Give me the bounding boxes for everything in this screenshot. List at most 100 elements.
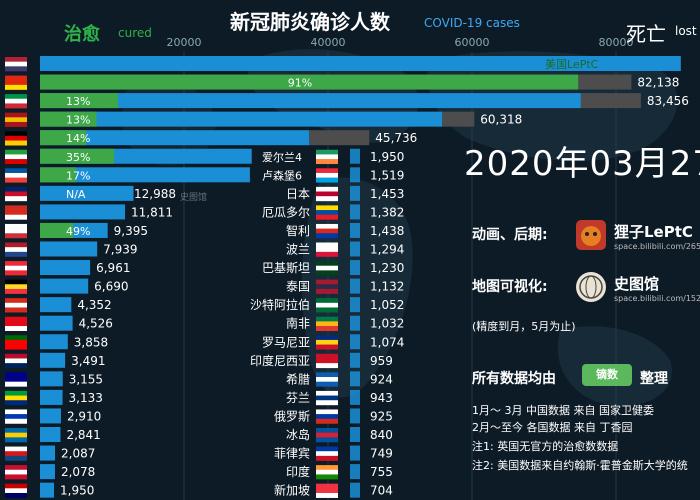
value-label: 2,087 — [61, 447, 95, 461]
country-name: 智利 — [286, 223, 310, 238]
flag-th-icon — [316, 279, 338, 294]
side-value-label: 924 — [370, 372, 393, 386]
inline-label: 爱尔兰4 — [262, 151, 302, 164]
flag-in-icon — [316, 465, 338, 480]
note-line-3: 注1: 英国无官方的治愈数数据 — [472, 440, 619, 453]
bar-cured — [40, 111, 97, 127]
watermark: 史图馆 — [180, 191, 207, 203]
side-value-label: 1,052 — [370, 298, 404, 312]
animation-author: 狸子LePtC — [614, 223, 693, 241]
flag-gr-icon — [316, 372, 338, 387]
flag-pl-icon — [316, 242, 338, 257]
bar-confirmed — [40, 278, 89, 294]
side-bar — [350, 167, 360, 183]
country-name: 希腊 — [286, 371, 310, 386]
side-bar — [350, 204, 360, 220]
bar-confirmed — [40, 93, 581, 109]
flag-id-icon — [316, 353, 338, 369]
flag-lu-icon — [316, 168, 338, 183]
flag-cn-icon — [5, 75, 27, 90]
side-value-label: 1,382 — [370, 205, 404, 219]
flag-sa-icon — [316, 298, 338, 313]
inline-label: 美国LePtC — [545, 58, 599, 71]
side-value-label: 959 — [370, 354, 393, 368]
bar-dead — [580, 93, 641, 109]
side-value-label: 1,294 — [370, 243, 404, 257]
bar-confirmed — [40, 204, 126, 220]
side-value-label: 1,453 — [370, 187, 404, 201]
value-label: 12,988 — [134, 187, 176, 201]
flag-gb-icon — [5, 186, 27, 202]
country-name: 菲律宾 — [274, 446, 310, 461]
chart-subtitle: COVID-19 cases — [424, 16, 520, 30]
flag-ro-icon — [316, 335, 338, 350]
flag-at-icon — [5, 261, 27, 276]
country-name: 厄瓜多尔 — [262, 204, 310, 219]
side-value-label: 840 — [370, 428, 393, 442]
flag-ru-icon — [316, 409, 338, 424]
cured-label-en: cured — [118, 26, 152, 40]
death-label-en: lost — [675, 24, 697, 38]
flag-tr-icon — [5, 316, 27, 331]
data-source-brand: 镝数 — [596, 368, 618, 381]
side-bar — [350, 482, 360, 498]
bar-confirmed — [40, 111, 443, 127]
country-name: 芬兰 — [286, 391, 310, 405]
author-avatar — [576, 220, 606, 250]
country-name: 新加坡 — [274, 483, 310, 498]
cured-pct-label: 13% — [66, 114, 90, 127]
value-label: 2,078 — [61, 465, 95, 479]
flag-is-icon — [316, 428, 338, 443]
cured-label: 治愈 — [64, 24, 100, 45]
side-bar — [350, 371, 360, 387]
flag-us-icon — [5, 57, 27, 72]
flag-jp-icon — [316, 186, 338, 202]
country-name: 印度 — [286, 464, 310, 479]
side-value-label: 1,132 — [370, 280, 404, 294]
map-author-avatar — [576, 272, 606, 302]
side-bar — [350, 334, 360, 350]
bar-confirmed — [40, 482, 55, 498]
flag-ec-icon — [316, 205, 338, 220]
bar-cured — [40, 167, 76, 183]
side-value-label: 1,438 — [370, 224, 404, 238]
inline-label: 卢森堡6 — [262, 168, 302, 182]
bar-cured — [40, 74, 579, 90]
x-tick-label: 20000 — [167, 36, 202, 49]
flag-my-icon — [5, 483, 27, 498]
side-value-label: 1,032 — [370, 317, 404, 331]
value-label: 4,526 — [79, 317, 113, 331]
flag-sg-icon — [316, 483, 338, 498]
country-name: 沙特阿拉伯 — [250, 297, 310, 312]
flag-pk-icon — [316, 261, 338, 276]
flag-fr-icon — [5, 168, 27, 183]
value-label: 1,950 — [60, 484, 94, 498]
cured-pct-label: 91% — [288, 77, 312, 90]
bar-confirmed — [40, 297, 72, 313]
side-bar — [350, 352, 360, 368]
country-name: 泰国 — [286, 280, 310, 294]
bar-confirmed — [40, 427, 61, 442]
flag-il-icon — [5, 409, 27, 424]
side-bar — [350, 464, 360, 480]
country-name: 印度尼西亚 — [250, 353, 310, 368]
value-label: 82,138 — [637, 76, 679, 90]
country-name: 南非 — [286, 316, 310, 331]
flag-it-icon — [5, 94, 27, 109]
side-bar — [350, 148, 360, 164]
country-name: 罗马尼亚 — [262, 335, 310, 349]
animation-url: space.bilibili.com/265 — [614, 242, 700, 251]
side-value-label: 749 — [370, 447, 393, 461]
cured-pct-label: 49% — [66, 225, 90, 238]
flag-ph-icon — [316, 446, 338, 461]
bar-confirmed — [40, 371, 63, 387]
flag-ch-icon — [5, 205, 27, 220]
bar-confirmed — [40, 167, 250, 183]
value-label: 3,133 — [69, 391, 103, 405]
flag-be-icon — [5, 279, 27, 294]
bar-cured — [40, 93, 119, 109]
note-line-4: 注2: 美国数据来自约翰斯·霍普金斯大学的统 — [472, 459, 688, 472]
bar-confirmed — [40, 389, 63, 405]
flag-fi-icon — [316, 390, 338, 406]
flag-kr-icon — [5, 223, 27, 239]
